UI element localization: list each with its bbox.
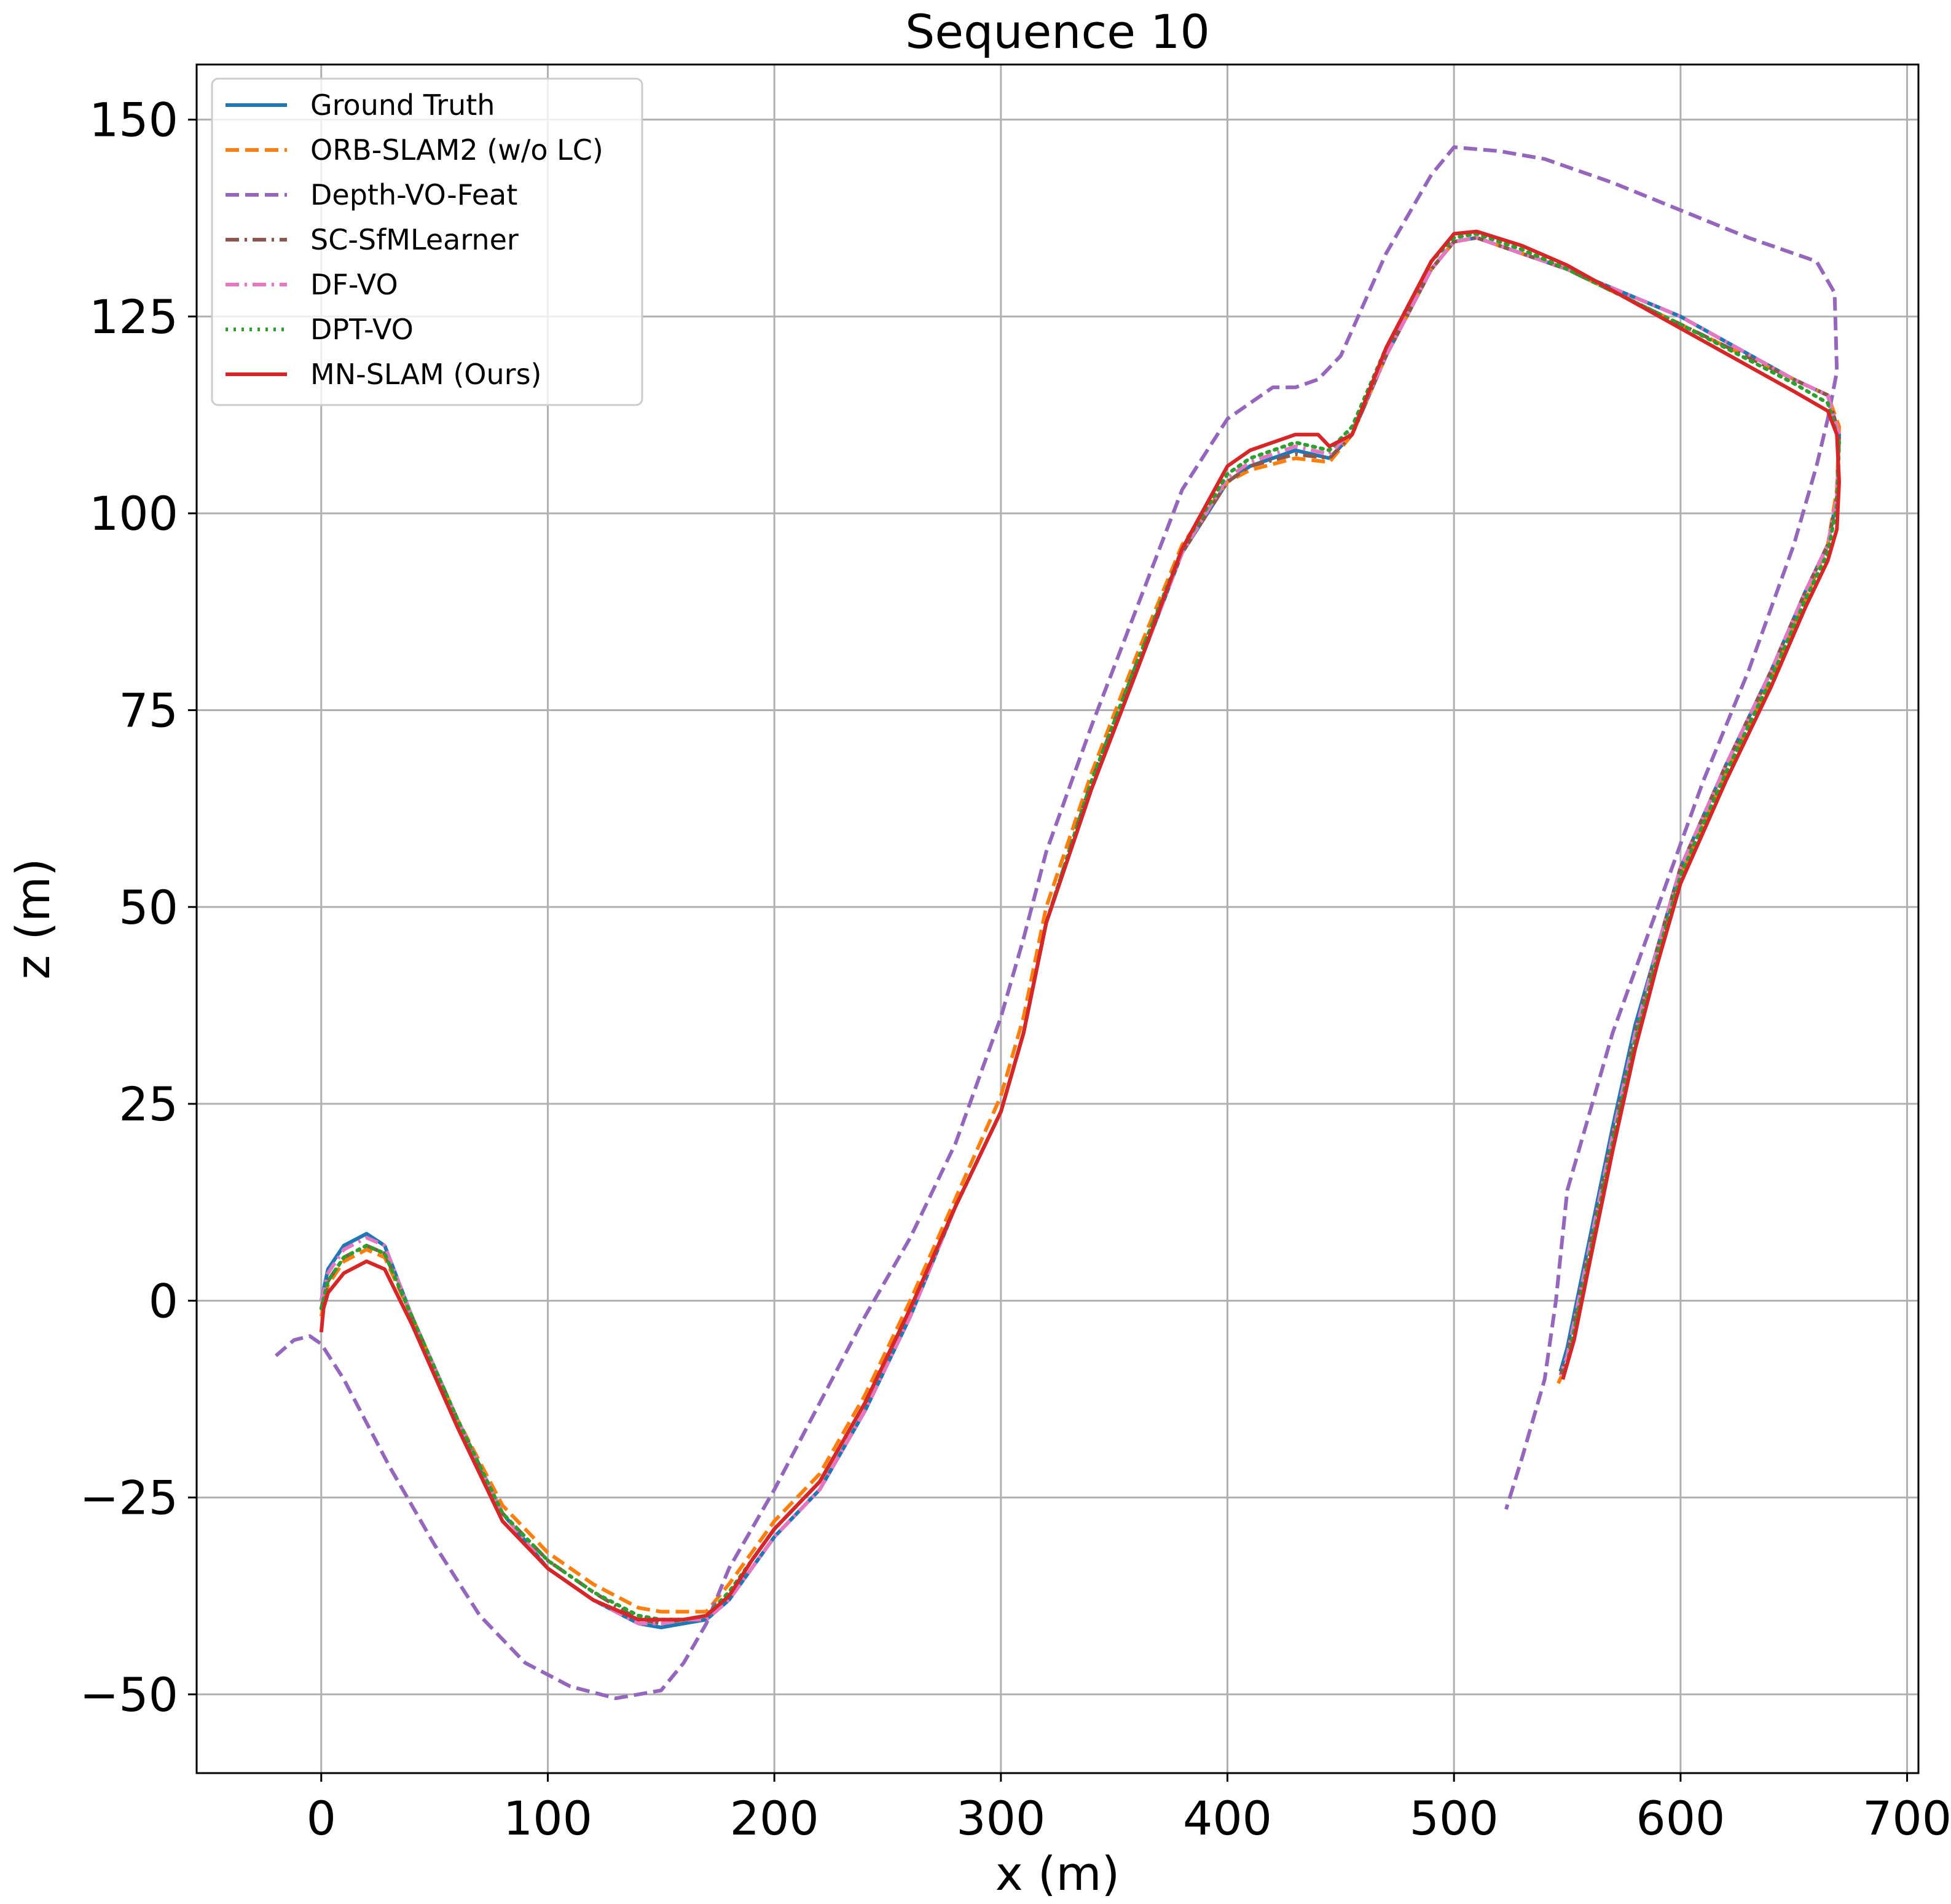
y-tick-label: −25 — [80, 1471, 178, 1525]
y-axis-label: z (m) — [6, 858, 60, 979]
legend-label: SC-SfMLearner — [310, 223, 519, 256]
x-axis-label: x (m) — [995, 1846, 1120, 1901]
x-tick-label: 500 — [1410, 1791, 1499, 1846]
y-tick-label: 50 — [119, 880, 178, 935]
legend-label: DF-VO — [310, 268, 398, 301]
x-tick-label: 0 — [307, 1791, 336, 1846]
x-tick-label: 200 — [730, 1791, 819, 1846]
legend: Ground Truth ORB-SLAM2 (w/o LC) Depth-VO-F… — [211, 77, 643, 406]
y-tick-label: 75 — [119, 683, 178, 738]
axes-frame — [195, 63, 1920, 1774]
y-tick-label: 125 — [89, 289, 178, 344]
y-tick-label: 100 — [89, 486, 178, 541]
series-line-2 — [275, 145, 1839, 1701]
series-lines — [275, 145, 1841, 1701]
y-tick-label: 25 — [119, 1077, 178, 1131]
legend-label: Depth-VO-Feat — [310, 178, 517, 211]
legend-label: DPT-VO — [310, 313, 414, 346]
y-tick-label: 150 — [89, 93, 178, 148]
y-tick-label: 0 — [149, 1273, 178, 1328]
legend-box — [211, 77, 643, 406]
axis-ticks: 0 100 200 300 400 500 600 700 −50 −25 0 25 50 75 100 12… — [80, 93, 1951, 1846]
legend-label: MN-SLAM (Ours) — [310, 358, 542, 391]
series-line-5 — [319, 232, 1841, 1622]
chart-title: Sequence 10 — [905, 4, 1210, 59]
y-tick-label: −50 — [80, 1667, 178, 1722]
x-tick-label: 700 — [1863, 1791, 1951, 1846]
grid — [197, 65, 1918, 1773]
x-tick-label: 400 — [1183, 1791, 1272, 1846]
series-line-4 — [319, 235, 1841, 1626]
x-tick-label: 600 — [1636, 1791, 1725, 1846]
legend-label: ORB-SLAM2 (w/o LC) — [310, 133, 603, 167]
x-tick-label: 300 — [956, 1791, 1045, 1846]
x-tick-label: 100 — [503, 1791, 592, 1846]
series-line-6 — [319, 229, 1841, 1622]
legend-label: Ground Truth — [310, 89, 495, 122]
